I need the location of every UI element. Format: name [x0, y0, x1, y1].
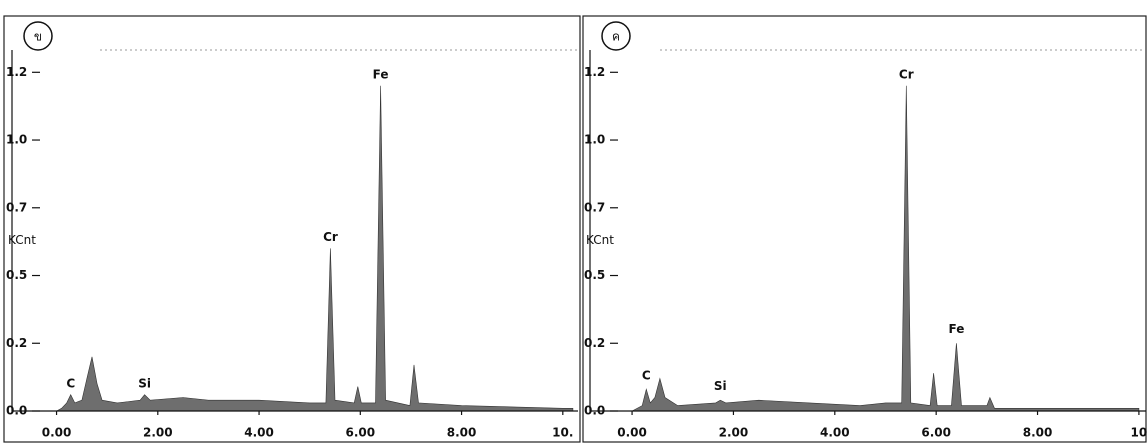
y-tick-label: 0.7 — [6, 200, 27, 214]
y-tick-label: 1.0 — [584, 133, 605, 147]
y-tick-label: 0.2 — [6, 336, 27, 350]
x-tick-label: 10 — [1131, 426, 1147, 440]
y-tick-label: 0.5 — [6, 268, 27, 282]
y-tick-label: 0.5 — [584, 268, 605, 282]
x-tick-label: 10. — [552, 426, 573, 440]
x-tick-label: 2.00 — [719, 426, 749, 440]
x-tick-label: 4.00 — [820, 426, 850, 440]
x-tick-label: 6.00 — [346, 426, 376, 440]
x-tick-label: 2.00 — [143, 426, 173, 440]
peak-label: Si — [138, 376, 151, 390]
x-tick-label: 4.00 — [244, 426, 274, 440]
peak-label: C — [66, 376, 75, 390]
panel-label: ข — [34, 30, 42, 44]
panel-frame — [583, 16, 1146, 442]
x-tick-label: 8.00 — [447, 426, 477, 440]
y-tick-label: 0.7 — [584, 200, 605, 214]
x-tick-label: 6.00 — [921, 426, 951, 440]
peak-label: Cr — [323, 230, 338, 244]
peak-label: C — [642, 368, 651, 382]
peak-label: Si — [714, 379, 727, 393]
x-tick-label: 0.00 — [617, 426, 647, 440]
y-tick-label: 1.2 — [584, 65, 605, 79]
peak-label: Fe — [373, 68, 389, 82]
spectrum — [632, 86, 1139, 411]
peak-label: Cr — [899, 68, 914, 82]
y-tick-label: 0.0 — [584, 404, 605, 418]
x-tick-label: 0.00 — [42, 426, 72, 440]
peak-label: Fe — [949, 322, 965, 336]
y-tick-label: 1.0 — [6, 133, 27, 147]
y-tick-label: 0.0 — [6, 404, 27, 418]
y-tick-label: 1.2 — [6, 65, 27, 79]
y-tick-label: 0.2 — [584, 336, 605, 350]
figure: 0.0 0.2 0.5 0.7 1.0 1.2 0.00 2.00 4.00 6.00 8.00 10… — [0, 0, 1147, 444]
y-axis-label: KCnt — [586, 233, 614, 247]
panel-label: ค — [612, 30, 620, 44]
y-axis-label: KCnt — [8, 233, 36, 247]
x-tick-label: 8.00 — [1023, 426, 1053, 440]
spectrum — [57, 86, 573, 411]
